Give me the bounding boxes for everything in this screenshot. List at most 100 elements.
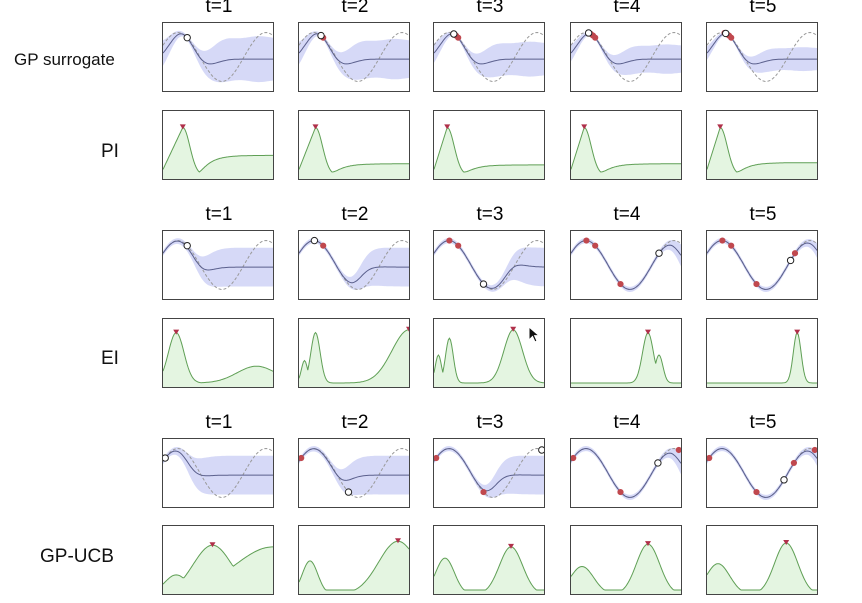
acquisition-max-marker <box>444 124 451 130</box>
acquisition-fill <box>571 544 681 594</box>
surrogate-panel-r2-c2: t=3 <box>433 204 545 300</box>
surrogate-panel-r2-c0: t=1 <box>162 204 274 300</box>
acquisition-panel-r5-c2 <box>433 525 545 595</box>
panel-plot <box>571 541 681 594</box>
acquisition-max-marker <box>209 542 216 548</box>
acquisition-panel-r1-c2 <box>433 110 545 180</box>
next-sample-point <box>163 454 169 462</box>
next-sample-point <box>538 446 544 454</box>
next-sample-point <box>183 241 191 250</box>
next-sample-point <box>786 256 795 265</box>
step-title: t=2 <box>341 0 369 17</box>
observation-point <box>753 488 760 496</box>
target-function-line <box>434 447 544 499</box>
panel-plot <box>163 447 273 499</box>
step-title: t=3 <box>476 0 504 17</box>
acquisition-curve <box>434 329 544 384</box>
next-sample-point <box>183 33 191 42</box>
acquisition-max-marker <box>581 124 588 130</box>
acquisition-fill <box>299 127 409 179</box>
observation-point <box>728 242 735 249</box>
panel-plot <box>434 237 544 292</box>
step-title: t=5 <box>749 412 777 433</box>
acquisition-max-marker <box>508 543 514 549</box>
panel-plot <box>707 446 817 500</box>
panel-plot <box>299 124 409 179</box>
surrogate-panel-r4-c4: t=5 <box>706 412 818 508</box>
acquisition-max-marker <box>794 329 801 335</box>
panel-plot <box>571 446 681 500</box>
observation-point <box>675 446 681 454</box>
surrogate-panel-r2-c4: t=5 <box>706 204 818 300</box>
observation-point <box>299 454 305 462</box>
panel-plot <box>707 29 817 83</box>
target-function-line <box>163 31 273 83</box>
panel-plot <box>163 542 273 594</box>
row-label-gp-ucb: GP-UCB <box>40 546 114 567</box>
panel-plot <box>707 539 817 594</box>
posterior-mean-line <box>163 450 273 477</box>
acquisition-max-marker <box>179 124 186 130</box>
acquisition-max-marker <box>645 329 651 335</box>
acquisition-curve <box>707 126 817 173</box>
panel-plot <box>571 29 681 83</box>
acquisition-curve <box>299 329 409 384</box>
row-label-ei: EI <box>101 348 119 369</box>
acquisition-panel-r1-c3 <box>570 110 682 180</box>
surrogate-panel-r4-c3: t=4 <box>570 412 682 508</box>
uncertainty-band <box>434 446 544 498</box>
next-sample-point <box>654 459 662 467</box>
panel-plot <box>707 124 817 179</box>
acquisition-curve <box>434 546 544 591</box>
posterior-mean-line <box>163 33 273 65</box>
target-function-line <box>707 31 817 83</box>
next-sample-point <box>479 280 488 288</box>
mouse-cursor-icon <box>528 326 541 343</box>
observation-point <box>790 459 798 467</box>
acquisition-panel-r3-c4 <box>706 318 818 388</box>
observation-point <box>791 250 799 257</box>
acquisition-fill <box>571 332 681 387</box>
observation-point <box>434 454 440 462</box>
next-sample-point <box>655 249 663 257</box>
acquisition-max-marker <box>645 541 651 547</box>
acquisition-curve <box>299 540 409 591</box>
step-title: t=1 <box>205 0 233 17</box>
acquisition-fill <box>163 127 273 179</box>
target-function-line <box>571 447 681 499</box>
next-sample-point <box>450 30 458 38</box>
surrogate-panel-r4-c1: t=2 <box>298 412 410 508</box>
acquisition-panel-r3-c1 <box>298 318 410 388</box>
step-title: t=4 <box>613 0 641 17</box>
target-function-line <box>434 31 544 83</box>
posterior-mean-line <box>299 33 409 65</box>
panel-plot <box>299 236 409 291</box>
target-function-line <box>163 447 273 499</box>
observation-point <box>480 488 487 496</box>
panel-plot <box>163 124 273 179</box>
acquisition-panel-r5-c1 <box>298 525 410 595</box>
acquisition-panel-r1-c0 <box>162 110 274 180</box>
acquisition-max-marker <box>312 124 319 130</box>
next-sample-point <box>344 488 353 496</box>
panel-plot <box>434 30 544 83</box>
acquisition-max-marker <box>510 326 517 332</box>
uncertainty-band <box>163 447 273 495</box>
surrogate-panel-r2-c1: t=2 <box>298 204 410 300</box>
acquisition-panel-r1-c1 <box>298 110 410 180</box>
acquisition-max-marker <box>395 538 401 544</box>
surrogate-panel-r4-c0: t=1 <box>162 412 274 508</box>
panel-plot <box>163 30 273 83</box>
next-sample-point <box>722 29 730 38</box>
target-function-line <box>299 447 409 499</box>
observation-point <box>707 454 713 462</box>
panel-plot <box>299 326 409 387</box>
step-title: t=3 <box>476 412 504 433</box>
acquisition-curve <box>299 126 409 173</box>
panel-plot <box>299 446 409 499</box>
uncertainty-band <box>299 238 409 290</box>
step-title: t=2 <box>341 412 369 433</box>
acquisition-curve <box>163 544 273 585</box>
observation-point <box>446 237 453 244</box>
acquisition-fill <box>163 545 273 594</box>
